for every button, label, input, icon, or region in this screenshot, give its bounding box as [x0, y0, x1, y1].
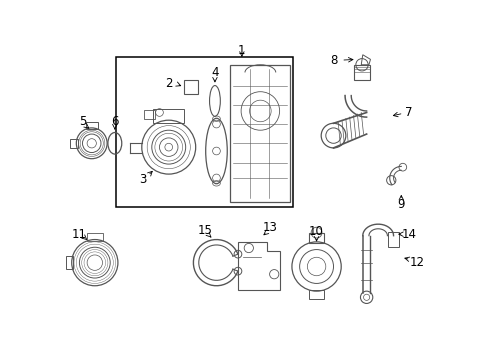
- Bar: [153, 109, 184, 122]
- Bar: [309, 233, 324, 243]
- Text: 13: 13: [263, 221, 278, 234]
- Bar: [66, 256, 74, 269]
- Text: 1: 1: [238, 44, 245, 57]
- Bar: [309, 289, 324, 299]
- Text: 9: 9: [397, 198, 405, 211]
- Text: 5: 5: [79, 115, 86, 128]
- Text: 15: 15: [197, 224, 212, 237]
- Text: 4: 4: [211, 66, 219, 79]
- Text: 8: 8: [331, 54, 338, 67]
- Bar: [354, 65, 370, 80]
- Bar: [388, 232, 399, 247]
- Bar: [117, 57, 294, 207]
- Text: 7: 7: [405, 106, 413, 119]
- Text: 10: 10: [309, 225, 324, 238]
- Bar: [184, 80, 198, 94]
- Text: 14: 14: [401, 228, 416, 240]
- Bar: [86, 122, 98, 130]
- Text: 2: 2: [165, 77, 172, 90]
- Bar: [144, 110, 155, 120]
- Bar: [70, 139, 78, 148]
- Bar: [87, 233, 102, 241]
- Text: 3: 3: [140, 173, 147, 186]
- Text: 12: 12: [409, 256, 424, 269]
- Bar: [230, 65, 291, 202]
- Text: 6: 6: [111, 115, 119, 128]
- Text: 11: 11: [72, 228, 87, 240]
